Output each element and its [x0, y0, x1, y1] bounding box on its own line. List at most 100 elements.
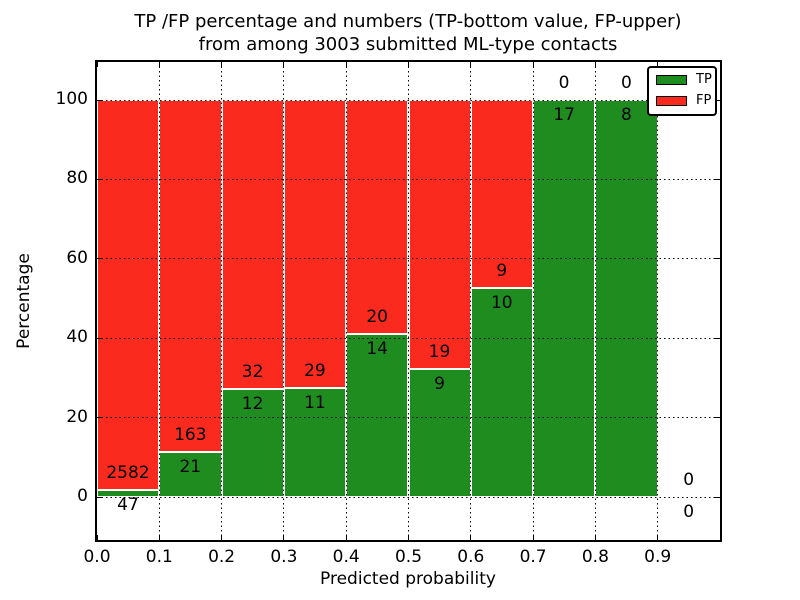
tp-bar-segment: [533, 100, 596, 497]
vertical-gridline: [283, 62, 285, 540]
fp-count-label: 0: [683, 470, 695, 490]
y-tick-mark: [97, 99, 102, 101]
tp-count-label: 11: [304, 392, 326, 413]
legend-label: TP: [696, 72, 712, 87]
tp-count-label: 17: [553, 105, 575, 125]
tp-count-label: 47: [117, 494, 139, 515]
y-tick-label: 100: [55, 89, 88, 109]
vertical-gridline: [221, 62, 223, 540]
x-tick-mark: [594, 62, 596, 67]
y-tick-label: 80: [66, 168, 88, 189]
horizontal-gridline: [97, 417, 720, 419]
x-tick-mark: [470, 62, 472, 67]
legend-swatch-tp: [656, 75, 687, 85]
legend-label: FP: [696, 93, 712, 108]
fp-count-label: 0: [620, 73, 632, 93]
tp-bar-segment: [97, 489, 160, 497]
vertical-gridline: [408, 62, 409, 540]
fp-bar-segment: [97, 100, 160, 490]
legend-item: FP: [656, 93, 714, 108]
x-tick-mark: [657, 535, 659, 540]
x-tick-label: 0.1: [145, 547, 173, 567]
fp-count-label: 0: [558, 73, 570, 93]
bar-value-label-layer: 2582 47 163 21 32 12 29 11 20 14 19 9 9 10 0 17 0 8 0 0: [97, 62, 720, 540]
legend: TP FP: [647, 66, 717, 116]
fp-count-label: 32: [241, 361, 264, 382]
x-tick-mark: [221, 535, 223, 540]
horizontal-gridline: [97, 337, 720, 339]
x-tick-mark: [532, 535, 534, 540]
y-tick-mark: [97, 417, 102, 419]
vertical-gridline: [158, 62, 160, 540]
fp-bar-segment: [470, 100, 534, 289]
y-tick-mark: [715, 258, 720, 260]
fp-bar-segment: [159, 100, 222, 452]
fp-bar-segment: [346, 100, 409, 334]
fp-count-label: 20: [366, 306, 388, 327]
x-tick-label: 0.9: [644, 547, 672, 567]
x-tick-label: 0.5: [394, 547, 423, 567]
tp-bar-segment: [408, 369, 471, 497]
y-tick-label: 60: [66, 247, 88, 268]
y-axis-label-text: Percentage: [14, 253, 34, 349]
x-tick-mark: [96, 62, 98, 67]
x-tick-mark: [594, 535, 596, 540]
horizontal-gridline: [97, 496, 720, 498]
vertical-gridline: [594, 62, 596, 540]
tp-bar-segment: [346, 333, 409, 497]
fp-count-label: 2582: [106, 462, 150, 483]
chart-subtitle: from among 3003 submitted ML-type contac…: [198, 34, 618, 55]
fp-count-label: 19: [428, 342, 451, 363]
horizontal-gridline: [97, 178, 720, 180]
x-tick-mark: [408, 62, 409, 67]
x-tick-label: 0.7: [519, 547, 547, 567]
horizontal-gridline: [97, 99, 720, 101]
y-tick-mark: [97, 496, 102, 498]
x-tick-mark: [283, 535, 285, 540]
y-tick-mark: [97, 178, 102, 180]
tp-bar-segment: [283, 387, 347, 497]
grid-layer: [97, 62, 720, 540]
fp-bar-segment: [283, 100, 347, 388]
horizontal-gridline: [97, 258, 720, 260]
vertical-gridline: [470, 62, 472, 540]
x-tick-label: 0.6: [457, 547, 485, 567]
fp-bar-segment: [221, 100, 284, 389]
y-tick-label: 20: [66, 406, 88, 427]
y-tick-mark: [97, 337, 102, 339]
x-tick-mark: [221, 62, 223, 67]
tp-count-label: 21: [179, 456, 202, 477]
vertical-gridline: [657, 62, 659, 540]
y-tick-mark: [715, 417, 720, 419]
vertical-gridline: [532, 62, 534, 540]
x-axis-label: Predicted probability: [320, 569, 496, 589]
y-tick-mark: [715, 337, 720, 339]
x-tick-mark: [158, 535, 160, 540]
legend-swatch-fp: [656, 96, 687, 106]
y-tick-mark: [715, 99, 720, 101]
x-tick-mark: [719, 535, 721, 540]
fp-count-label: 29: [304, 360, 326, 381]
x-tick-label: 0.4: [332, 547, 360, 567]
tp-count-label: 10: [490, 293, 513, 314]
tp-bar-segment: [470, 288, 534, 497]
bars-layer: [97, 62, 720, 540]
tp-bar-segment: [595, 100, 658, 497]
chart-title: TP /FP percentage and numbers (TP-bottom…: [134, 11, 682, 32]
fp-count-label: 163: [174, 424, 207, 445]
x-tick-label: 0.0: [83, 547, 111, 567]
x-tick-mark: [408, 535, 409, 540]
tp-count-label: 12: [241, 393, 264, 414]
vertical-gridline: [345, 62, 347, 540]
x-tick-mark: [719, 62, 721, 67]
x-tick-label: 0.8: [581, 547, 609, 567]
x-tick-label: 0.3: [270, 547, 298, 567]
y-tick-mark: [715, 496, 720, 498]
y-tick-label: 40: [66, 327, 88, 348]
x-tick-mark: [158, 62, 160, 67]
y-tick-mark: [97, 258, 102, 260]
tp-count-label: 8: [620, 105, 632, 125]
x-tick-label: 0.2: [208, 547, 236, 567]
x-tick-mark: [345, 62, 347, 67]
